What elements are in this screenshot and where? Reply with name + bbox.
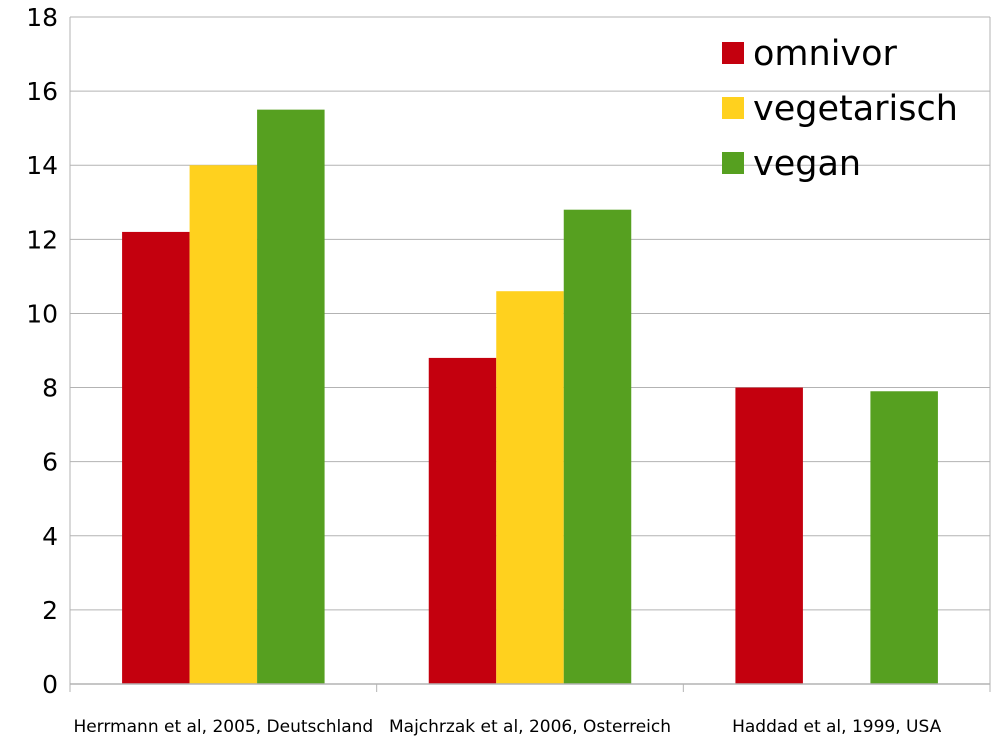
y-tick-label: 0 xyxy=(42,670,58,699)
y-tick-label: 8 xyxy=(42,374,58,403)
bar-vegan-2 xyxy=(870,391,938,684)
x-category-label: Haddad et al, 1999, USA xyxy=(732,717,941,737)
bars xyxy=(122,109,938,684)
y-tick-label: 6 xyxy=(42,448,58,477)
legend-label-vegan: vegan xyxy=(753,144,861,184)
y-tick-label: 2 xyxy=(42,596,58,625)
y-tick-label: 14 xyxy=(26,151,58,180)
bar-omnivor-0 xyxy=(122,231,190,684)
bar-omnivor-2 xyxy=(735,387,803,684)
y-tick-label: 10 xyxy=(26,299,58,328)
bar-vegan-1 xyxy=(563,209,632,684)
bar-vegetarisch-1 xyxy=(496,291,564,684)
y-tick-label: 16 xyxy=(26,77,58,106)
y-tick-label: 18 xyxy=(26,3,58,32)
bar-vegetarisch-0 xyxy=(189,165,258,684)
y-tick-label: 4 xyxy=(42,522,58,551)
bar-vegan-0 xyxy=(257,109,325,684)
x-category-label: Majchrzak et al, 2006, Osterreich xyxy=(389,717,671,737)
legend: omnivor vegetarisch vegan xyxy=(722,34,958,184)
axes: 0 2 4 6 8 10 12 14 16 18 Herrmann et al, 2005, Deu… xyxy=(26,3,991,737)
bar-omnivor-1 xyxy=(428,357,497,684)
legend-swatch-vegetarisch xyxy=(722,97,744,119)
legend-label-omnivor: omnivor xyxy=(753,34,898,74)
x-category-label: Herrmann et al, 2005, Deutschland xyxy=(73,717,373,737)
legend-label-vegetarisch: vegetarisch xyxy=(753,89,958,129)
y-tick-label: 12 xyxy=(26,225,58,254)
legend-swatch-vegan xyxy=(722,152,744,174)
legend-swatch-omnivor xyxy=(722,42,744,64)
